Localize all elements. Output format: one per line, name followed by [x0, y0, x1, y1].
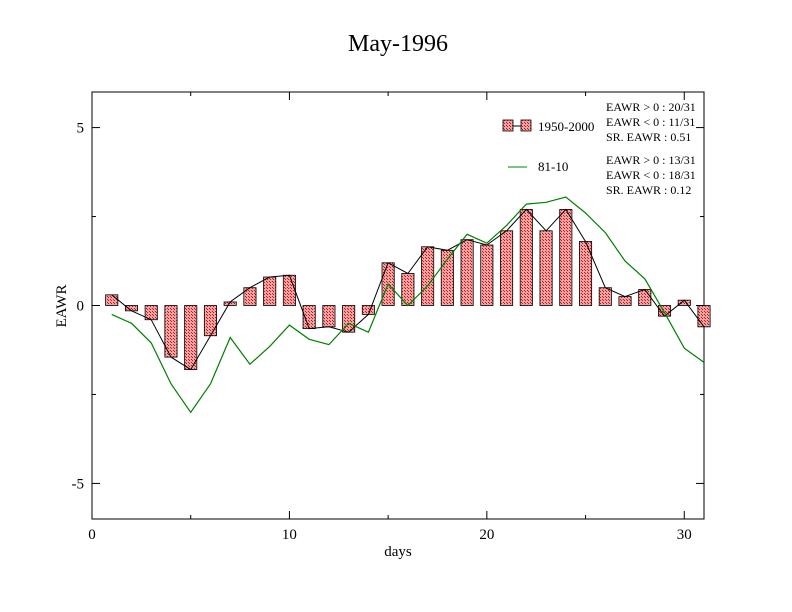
- bar-day-10: [282, 274, 296, 306]
- x-tick-label: 20: [479, 527, 494, 543]
- bar-day-27: [618, 296, 632, 306]
- bar-day-22: [519, 209, 533, 306]
- bar-day-5: [184, 305, 198, 370]
- y-tick-label: 5: [77, 121, 85, 137]
- bar-day-31: [697, 305, 711, 328]
- legend-swatch-right-1950-2000: [520, 119, 532, 132]
- y-axis-label: EAWR: [54, 285, 70, 328]
- bar-day-21: [500, 230, 514, 306]
- bar-day-6: [203, 305, 217, 337]
- stat-negative-81-10: EAWR < 0 : 18/31: [606, 168, 696, 182]
- bar-day-24: [559, 209, 573, 306]
- axis-ticks: 0 10 20 30 -5 0 5: [72, 92, 704, 543]
- stat-sr-81-10: SR. EAWR : 0.12: [606, 183, 691, 197]
- chart-title: May-1996: [348, 31, 448, 57]
- legend-swatch-left-1950-2000: [502, 119, 514, 132]
- bar-day-12: [322, 305, 336, 328]
- stat-negative-1950-2000: EAWR < 0 : 11/31: [606, 115, 695, 129]
- x-axis-label: days: [384, 544, 412, 560]
- x-tick-label: 30: [677, 527, 692, 543]
- line-series-81-10: [111, 196, 705, 414]
- bar-day-26: [598, 287, 612, 306]
- bar-series-1950-2000: [105, 209, 711, 370]
- bar-day-17: [421, 246, 435, 306]
- legend-label-1950-2000: 1950-2000: [538, 119, 594, 134]
- bar-day-9: [263, 276, 277, 306]
- y-tick-label: -5: [72, 476, 85, 492]
- line-layer: [111, 196, 705, 414]
- y-tick-label: 0: [77, 299, 85, 315]
- bar-day-2: [124, 305, 139, 312]
- bar-day-1: [105, 294, 119, 306]
- bar-day-28: [638, 289, 652, 306]
- bar-day-20: [480, 244, 494, 306]
- line-series-1950-2000: [111, 208, 705, 371]
- bar-day-19: [460, 239, 474, 306]
- legend: 1950-2000 81-10: [502, 119, 594, 174]
- stats-block-81-10: EAWR > 0 : 13/31 EAWR < 0 : 18/31 SR. EA…: [606, 153, 696, 197]
- bar-day-23: [539, 230, 553, 306]
- legend-label-81-10: 81-10: [538, 159, 568, 174]
- stat-positive-81-10: EAWR > 0 : 13/31: [606, 153, 696, 167]
- x-tick-label: 0: [88, 527, 96, 543]
- stats-block-1950-2000: EAWR > 0 : 20/31 EAWR < 0 : 11/31 SR. EA…: [606, 100, 696, 144]
- x-tick-label: 10: [282, 527, 297, 543]
- stat-sr-1950-2000: SR. EAWR : 0.51: [606, 130, 691, 144]
- stat-positive-1950-2000: EAWR > 0 : 20/31: [606, 100, 696, 114]
